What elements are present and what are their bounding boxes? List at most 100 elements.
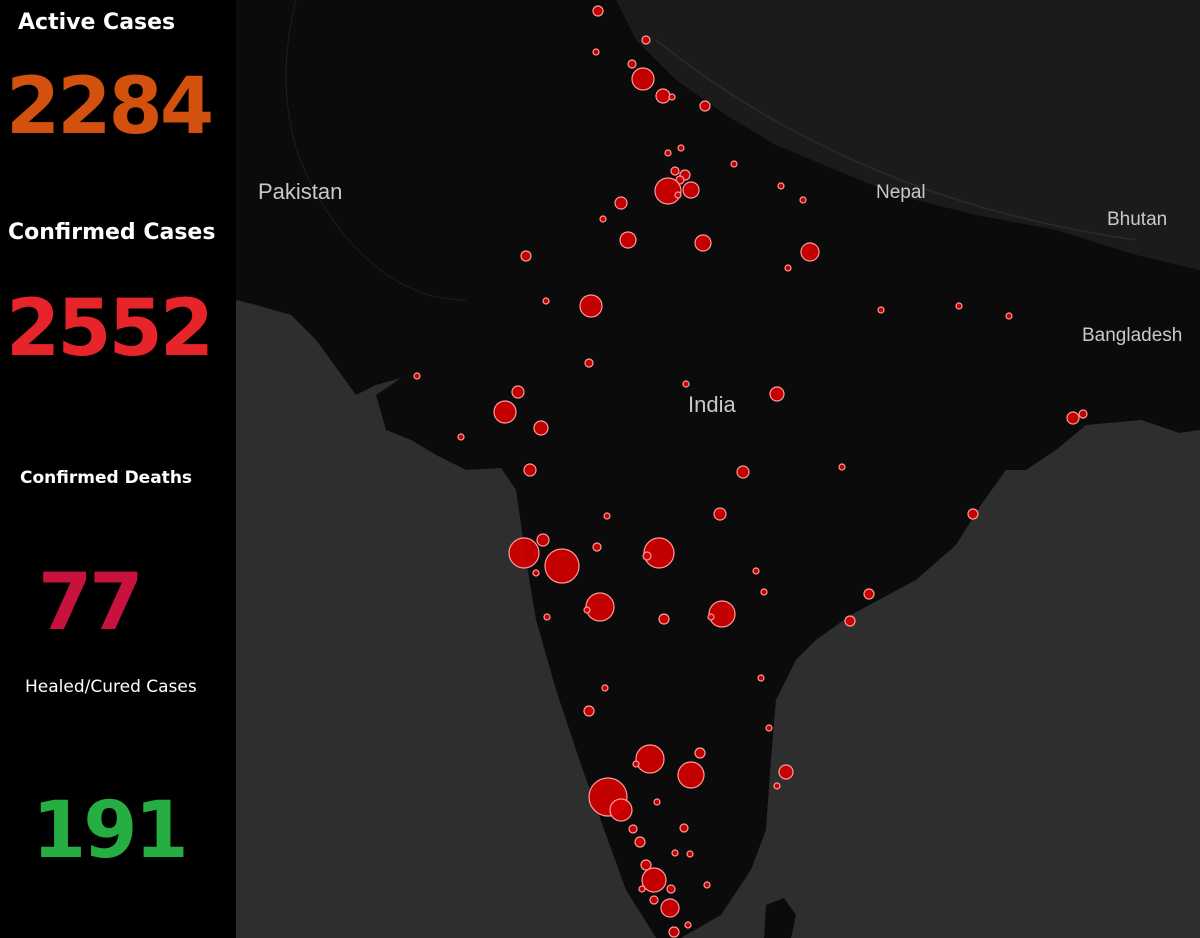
case-marker[interactable] xyxy=(670,166,680,176)
case-marker[interactable] xyxy=(769,386,785,402)
case-marker[interactable] xyxy=(684,921,692,929)
case-marker[interactable] xyxy=(713,507,727,521)
case-marker[interactable] xyxy=(592,48,600,56)
case-marker[interactable] xyxy=(642,551,652,561)
bay-sea-patch xyxy=(681,430,1200,938)
case-marker[interactable] xyxy=(730,160,738,168)
case-marker[interactable] xyxy=(838,463,846,471)
case-marker[interactable] xyxy=(707,613,715,621)
case-marker[interactable] xyxy=(614,196,628,210)
case-marker[interactable] xyxy=(660,898,680,918)
case-marker[interactable] xyxy=(703,881,711,889)
active-cases-label: Active Cases xyxy=(18,10,176,35)
case-marker[interactable] xyxy=(520,250,532,262)
case-marker[interactable] xyxy=(674,191,682,199)
case-marker[interactable] xyxy=(863,588,875,600)
case-marker[interactable] xyxy=(641,867,667,893)
case-marker[interactable] xyxy=(877,306,885,314)
case-marker[interactable] xyxy=(1005,312,1013,320)
case-marker[interactable] xyxy=(765,724,773,732)
case-marker[interactable] xyxy=(752,567,760,575)
case-marker[interactable] xyxy=(641,35,651,45)
case-marker[interactable] xyxy=(493,400,517,424)
case-marker[interactable] xyxy=(778,764,794,780)
case-marker[interactable] xyxy=(542,297,550,305)
landmass xyxy=(236,0,1200,938)
case-marker[interactable] xyxy=(682,181,700,199)
case-marker[interactable] xyxy=(628,824,638,834)
case-marker[interactable] xyxy=(967,508,979,520)
case-marker[interactable] xyxy=(677,144,685,152)
case-marker[interactable] xyxy=(736,465,750,479)
case-marker[interactable] xyxy=(708,600,736,628)
case-marker[interactable] xyxy=(583,606,591,614)
case-marker[interactable] xyxy=(635,744,665,774)
case-marker[interactable] xyxy=(508,537,540,569)
himalaya-relief xyxy=(616,0,1200,270)
place-label-bhutan: Bhutan xyxy=(1107,209,1167,230)
case-marker[interactable] xyxy=(634,836,646,848)
case-marker[interactable] xyxy=(800,242,820,262)
case-marker[interactable] xyxy=(592,5,604,17)
case-marker[interactable] xyxy=(955,302,963,310)
case-marker[interactable] xyxy=(694,747,706,759)
case-marker[interactable] xyxy=(601,684,609,692)
case-marker[interactable] xyxy=(583,705,595,717)
case-marker[interactable] xyxy=(632,760,640,768)
confirmed-deaths-label: Confirmed Deaths xyxy=(20,468,193,488)
case-marker[interactable] xyxy=(679,823,689,833)
case-marker[interactable] xyxy=(784,264,792,272)
case-marker[interactable] xyxy=(686,850,694,858)
case-marker[interactable] xyxy=(627,59,637,69)
terrain-ridge xyxy=(285,0,467,301)
case-marker[interactable] xyxy=(844,615,856,627)
case-marker[interactable] xyxy=(523,463,537,477)
case-marker[interactable] xyxy=(668,93,676,101)
case-marker[interactable] xyxy=(760,588,768,596)
case-marker[interactable] xyxy=(631,67,655,91)
case-marker[interactable] xyxy=(533,420,549,436)
case-marker[interactable] xyxy=(511,385,525,399)
case-marker[interactable] xyxy=(579,294,603,318)
case-marker[interactable] xyxy=(592,542,602,552)
case-marker[interactable] xyxy=(1066,411,1080,425)
case-marker[interactable] xyxy=(599,215,607,223)
case-marker[interactable] xyxy=(603,512,611,520)
case-marker[interactable] xyxy=(658,613,670,625)
case-marker[interactable] xyxy=(1078,409,1088,419)
case-marker[interactable] xyxy=(777,182,785,190)
case-marker[interactable] xyxy=(757,674,765,682)
confirmed-cases-value: 2552 xyxy=(6,284,214,374)
arabian-sea-patch xyxy=(236,300,656,938)
case-marker[interactable] xyxy=(619,231,637,249)
case-marker[interactable] xyxy=(640,859,652,871)
case-marker[interactable] xyxy=(532,569,540,577)
case-marker[interactable] xyxy=(677,761,705,789)
case-marker[interactable] xyxy=(668,926,680,938)
case-marker[interactable] xyxy=(585,592,615,622)
case-marker[interactable] xyxy=(543,613,551,621)
case-marker[interactable] xyxy=(457,433,465,441)
case-marker[interactable] xyxy=(544,548,580,584)
healed-cases-label: Healed/Cured Cases xyxy=(25,677,197,697)
case-marker[interactable] xyxy=(664,149,672,157)
case-marker[interactable] xyxy=(654,177,682,205)
case-marker[interactable] xyxy=(413,372,421,380)
case-marker[interactable] xyxy=(649,895,659,905)
case-marker[interactable] xyxy=(609,798,633,822)
case-marker[interactable] xyxy=(666,884,676,894)
case-marker[interactable] xyxy=(773,782,781,790)
place-label-pakistan: Pakistan xyxy=(258,179,342,204)
case-marker[interactable] xyxy=(638,885,646,893)
case-marker[interactable] xyxy=(653,798,661,806)
case-marker[interactable] xyxy=(694,234,712,252)
case-marker[interactable] xyxy=(584,358,594,368)
terrain-ridge xyxy=(655,39,1137,241)
case-marker[interactable] xyxy=(671,849,679,857)
case-marker[interactable] xyxy=(682,380,690,388)
case-marker[interactable] xyxy=(799,196,807,204)
case-marker[interactable] xyxy=(536,533,550,547)
case-marker[interactable] xyxy=(699,100,711,112)
case-marker[interactable] xyxy=(655,88,671,104)
india-case-map[interactable]: Pakistan Nepal Bhutan Bangladesh India xyxy=(236,0,1200,938)
